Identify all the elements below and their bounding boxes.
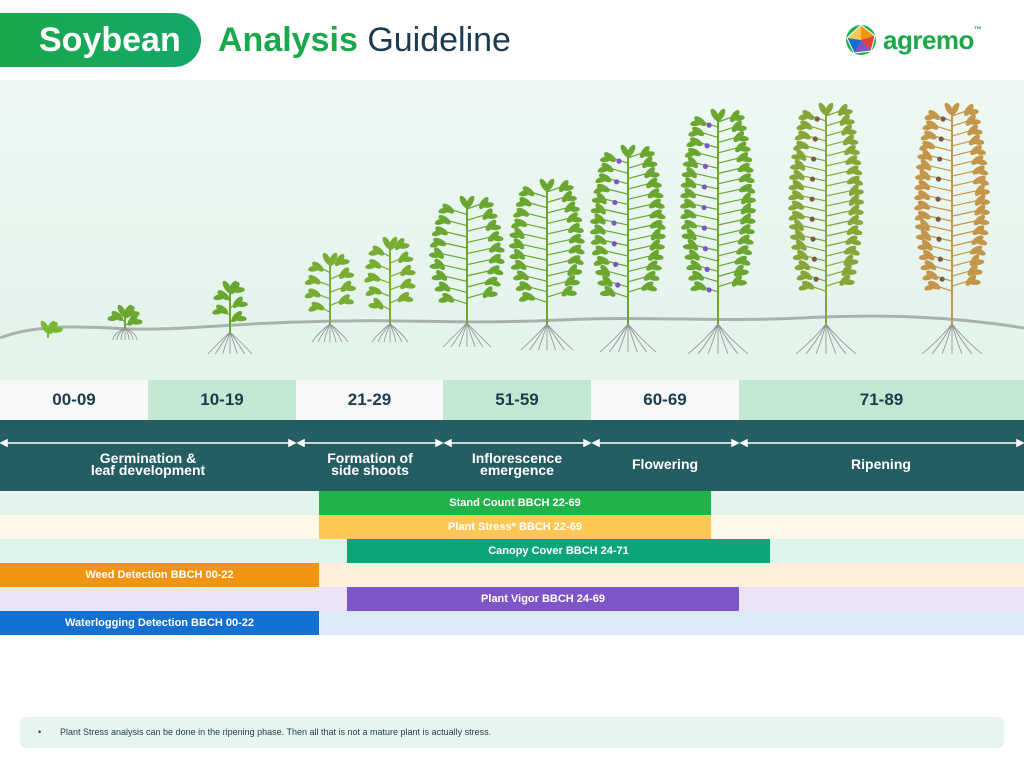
page-title: Analysis Guideline bbox=[218, 15, 511, 65]
plant-vigor-bar: Plant Vigor BBCH 24-69 bbox=[347, 587, 739, 611]
globe-logo-icon bbox=[846, 24, 876, 55]
phase-flowering: Flowering bbox=[631, 455, 699, 472]
waterlogging-bar: Waterlogging Detection BBCH 00-22 bbox=[0, 611, 319, 635]
phase-germination: Germination & leaf development bbox=[90, 449, 206, 478]
stand-count-bar: Stand Count BBCH 22-69 bbox=[319, 491, 711, 515]
analysis-row-weed-detection: Weed Detection BBCH 00-22 bbox=[0, 563, 1024, 587]
analysis-row-canopy-cover: Canopy Cover BBCH 24-71 bbox=[0, 539, 1024, 563]
phase-arrows bbox=[0, 438, 1024, 448]
analysis-row-plant-stress: Plant Stress* BBCH 22-69 bbox=[0, 515, 1024, 539]
canopy-cover-bar: Canopy Cover BBCH 24-71 bbox=[347, 539, 770, 563]
weed-detection-bar: Weed Detection BBCH 00-22 bbox=[0, 563, 319, 587]
stage-code: 71-89 bbox=[739, 380, 1024, 420]
growth-stage-illustration bbox=[0, 80, 1024, 380]
analysis-row-plant-vigor: Plant Vigor BBCH 24-69 bbox=[0, 587, 1024, 611]
phase-side-shoots: Formation of side shoots bbox=[327, 449, 413, 478]
footnote-bullet: • bbox=[38, 727, 42, 737]
logo-wordmark: agremo™ bbox=[883, 24, 982, 56]
ground-line bbox=[0, 314, 1024, 340]
footnote: • Plant Stress analysis can be done in t… bbox=[20, 717, 1004, 748]
agremo-logo: agremo™ bbox=[845, 24, 982, 56]
phase-ripening: Ripening bbox=[851, 455, 911, 472]
analysis-row-waterlogging: Waterlogging Detection BBCH 00-22 bbox=[0, 611, 1024, 635]
logo-tm: ™ bbox=[973, 24, 982, 34]
plant-stress-bar: Plant Stress* BBCH 22-69 bbox=[319, 515, 711, 539]
stage-code: 00-09 bbox=[0, 380, 148, 420]
stage-code: 10-19 bbox=[148, 380, 296, 420]
title-highlight: Analysis bbox=[218, 21, 358, 59]
stage-code: 60-69 bbox=[591, 380, 739, 420]
analysis-row-stand-count: Stand Count BBCH 22-69 bbox=[0, 491, 1024, 515]
phase-band: Germination & leaf development Formation… bbox=[0, 420, 1024, 491]
phase-inflorescence: Inflorescence emergence bbox=[471, 449, 563, 478]
title-rest: Guideline bbox=[367, 21, 511, 59]
stage-code: 51-59 bbox=[443, 380, 591, 420]
logo-text: agremo bbox=[883, 24, 974, 55]
plants-illustration bbox=[0, 102, 1024, 355]
stage-code: 21-29 bbox=[296, 380, 443, 420]
footnote-text: Plant Stress analysis can be done in the… bbox=[60, 727, 492, 737]
stage-code-row: 00-09 10-19 21-29 51-59 60-69 71-89 bbox=[0, 380, 1024, 420]
title-pill: Soybean bbox=[0, 13, 201, 67]
